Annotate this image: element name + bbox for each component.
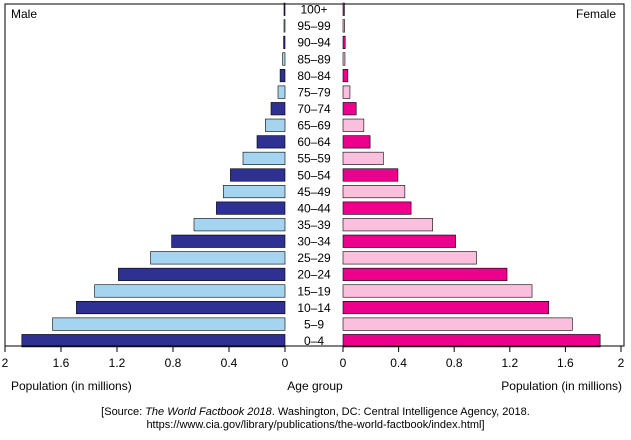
male-tick-label: 0.8 bbox=[165, 356, 182, 370]
female-tick-label: 0 bbox=[340, 356, 347, 370]
male-bar-5–9 bbox=[52, 317, 286, 331]
female-bars bbox=[342, 2, 601, 348]
female-bar-45–49 bbox=[342, 185, 406, 199]
source-citation: [Source: The World Factbook 2018. Washin… bbox=[0, 406, 631, 432]
female-bar-60–64 bbox=[342, 135, 371, 149]
female-x-axis: 2 1.6 1.2 0.8 0.4 0 bbox=[340, 345, 625, 370]
age-group-label: 0–4 bbox=[304, 334, 324, 348]
age-group-label: 65–69 bbox=[297, 119, 331, 133]
female-bar-70–74 bbox=[342, 102, 357, 116]
source-suffix: . Washington, DC: Central Intelligence A… bbox=[271, 406, 530, 418]
female-bar-40–44 bbox=[342, 201, 412, 215]
center-axis-label: Age group bbox=[287, 379, 343, 393]
female-bar-50–54 bbox=[342, 168, 399, 182]
female-tick-label: 2 bbox=[618, 356, 625, 370]
female-bar-0–4 bbox=[342, 334, 601, 348]
age-group-label: 80–84 bbox=[297, 69, 331, 83]
female-bar-85–89 bbox=[342, 52, 346, 66]
male-x-axis: 2 1.6 1.2 0.8 0.4 0 bbox=[2, 345, 289, 370]
age-group-label: 20–24 bbox=[297, 268, 331, 282]
age-group-label: 85–89 bbox=[297, 52, 331, 66]
age-group-label: 10–14 bbox=[297, 301, 331, 315]
female-tick-label: 1.6 bbox=[557, 356, 574, 370]
age-group-label: 95–99 bbox=[297, 19, 331, 33]
female-bar-20–24 bbox=[342, 267, 508, 281]
female-bar-100+ bbox=[342, 2, 345, 16]
age-group-label: 25–29 bbox=[297, 251, 331, 265]
age-group-label: 35–39 bbox=[297, 218, 331, 232]
age-group-label: 60–64 bbox=[297, 135, 331, 149]
male-bar-55–59 bbox=[242, 151, 286, 165]
female-bar-80–84 bbox=[342, 69, 349, 83]
female-bar-15–19 bbox=[342, 284, 533, 298]
source-line-1: [Source: The World Factbook 2018. Washin… bbox=[0, 406, 631, 419]
population-pyramid-chart: Male Female Population (in millions) Age… bbox=[2, 2, 625, 393]
female-bar-90–94 bbox=[342, 35, 346, 49]
male-bar-30–34 bbox=[171, 234, 286, 248]
female-tick-label: 0.4 bbox=[390, 356, 407, 370]
male-tick-label: 0 bbox=[282, 356, 289, 370]
male-bar-90–94 bbox=[283, 35, 286, 49]
male-bar-25–29 bbox=[150, 251, 286, 265]
age-group-labels: 100+ 95–99 90–94 85–89 80–84 75–79 70–74 65–69 6… bbox=[297, 3, 331, 348]
female-bar-5–9 bbox=[342, 317, 573, 331]
plot-frame bbox=[4, 3, 625, 347]
female-bar-30–34 bbox=[342, 234, 456, 248]
male-bar-80–84 bbox=[279, 69, 286, 83]
female-bar-55–59 bbox=[342, 151, 384, 165]
x-axis-label-male: Population (in millions) bbox=[11, 379, 132, 393]
male-bar-40–44 bbox=[216, 201, 286, 215]
age-group-label: 5–9 bbox=[304, 317, 324, 331]
male-bar-20–24 bbox=[118, 267, 286, 281]
age-group-label: 100+ bbox=[300, 3, 327, 17]
female-tick-label: 1.2 bbox=[501, 356, 518, 370]
male-bar-85–89 bbox=[282, 52, 286, 66]
male-bar-10–14 bbox=[76, 300, 286, 315]
male-bar-60–64 bbox=[256, 135, 286, 149]
male-bar-15–19 bbox=[94, 284, 286, 298]
female-bar-75–79 bbox=[342, 85, 351, 99]
source-prefix: [Source: bbox=[101, 406, 146, 418]
female-bar-10–14 bbox=[342, 300, 550, 315]
female-bar-95–99 bbox=[342, 19, 345, 33]
age-group-label: 45–49 bbox=[297, 185, 331, 199]
x-axis-label-female: Population (in millions) bbox=[501, 379, 622, 393]
female-bar-35–39 bbox=[342, 218, 433, 232]
male-tick-label: 1.6 bbox=[53, 356, 70, 370]
male-bars bbox=[21, 2, 286, 348]
age-group-label: 70–74 bbox=[297, 102, 331, 116]
male-tick-label: 1.2 bbox=[109, 356, 126, 370]
female-bar-25–29 bbox=[342, 251, 477, 265]
age-group-label: 30–34 bbox=[297, 235, 331, 249]
age-group-label: 15–19 bbox=[297, 284, 331, 298]
age-group-label: 55–59 bbox=[297, 152, 331, 166]
male-bar-45–49 bbox=[223, 185, 286, 199]
age-group-label: 75–79 bbox=[297, 85, 331, 99]
source-url: https://www.cia.gov/library/publications… bbox=[146, 419, 485, 431]
male-tick-label: 0.4 bbox=[221, 356, 238, 370]
male-bar-70–74 bbox=[270, 102, 286, 116]
female-label: Female bbox=[576, 7, 616, 21]
male-tick-label: 2 bbox=[2, 356, 9, 370]
male-bar-100+ bbox=[283, 2, 286, 16]
source-title: The World Factbook 2018 bbox=[145, 406, 272, 418]
male-label: Male bbox=[11, 7, 37, 21]
male-bar-0–4 bbox=[21, 334, 286, 348]
age-group-label: 40–44 bbox=[297, 201, 331, 215]
female-bar-65–69 bbox=[342, 118, 365, 132]
female-tick-label: 0.8 bbox=[446, 356, 463, 370]
age-group-label: 50–54 bbox=[297, 168, 331, 182]
male-bar-65–69 bbox=[265, 118, 286, 132]
male-bar-35–39 bbox=[193, 218, 286, 232]
male-bar-75–79 bbox=[277, 85, 286, 99]
male-bar-50–54 bbox=[230, 168, 286, 182]
male-bar-95–99 bbox=[283, 19, 286, 33]
age-group-label: 90–94 bbox=[297, 36, 331, 50]
